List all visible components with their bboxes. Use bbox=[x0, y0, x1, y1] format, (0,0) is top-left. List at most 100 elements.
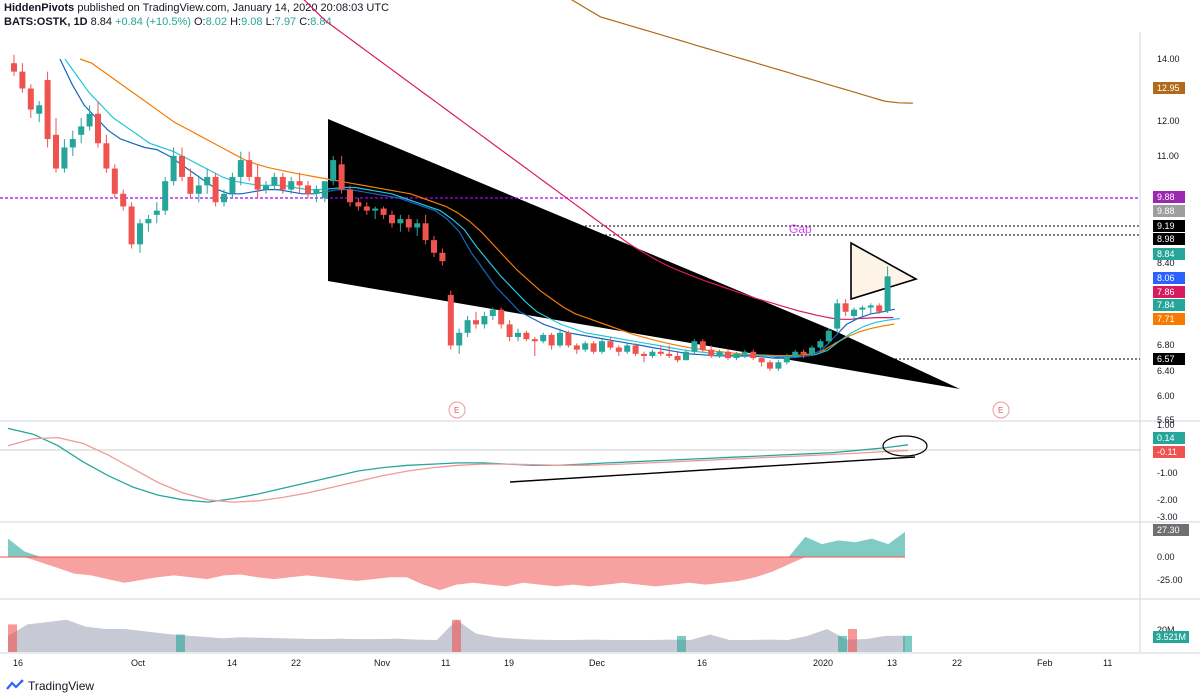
oscillator-line bbox=[7, 436, 909, 503]
candle-body bbox=[792, 351, 799, 356]
candle-body bbox=[338, 164, 345, 190]
price-badge-label: 9.19 bbox=[1157, 221, 1175, 231]
price-badge-label: 8.06 bbox=[1157, 273, 1175, 283]
candle-body bbox=[523, 332, 530, 340]
candle-body bbox=[851, 309, 857, 316]
candle-body bbox=[78, 126, 85, 135]
candle-body bbox=[716, 351, 723, 356]
candle-body bbox=[103, 143, 110, 169]
volume-bar bbox=[838, 635, 847, 652]
osc-badge-label: -0.11 bbox=[1157, 447, 1177, 457]
price-tick-label: 5.65 bbox=[1157, 415, 1175, 425]
momentum-positive-area bbox=[8, 531, 905, 557]
candle-body bbox=[229, 176, 236, 194]
candle-body bbox=[153, 210, 160, 215]
candle-body bbox=[867, 305, 874, 308]
candle-body bbox=[347, 189, 353, 203]
candle-body bbox=[397, 219, 404, 224]
high-label: H: bbox=[230, 16, 242, 28]
candle-body bbox=[842, 303, 849, 312]
candle-body bbox=[800, 351, 807, 354]
osc-badge bbox=[1153, 446, 1185, 458]
candle-body bbox=[515, 332, 521, 338]
ma-line bbox=[303, 0, 894, 320]
price-tick-label: 11.00 bbox=[1157, 151, 1179, 161]
price-badge bbox=[1153, 313, 1185, 325]
high-value: 9.08 bbox=[241, 16, 263, 28]
time-tick-label: 16 bbox=[13, 658, 23, 668]
trendline bbox=[509, 456, 916, 483]
price-badge-label: 8.98 bbox=[1157, 234, 1175, 244]
time-tick-label: 19 bbox=[504, 658, 514, 668]
candle-body bbox=[691, 341, 698, 352]
candle-body bbox=[649, 351, 656, 356]
candle-body bbox=[44, 80, 51, 140]
osc-tick-label: 1.00 bbox=[1157, 420, 1175, 430]
chart-header: HiddenPivots published on TradingView.co… bbox=[0, 0, 1200, 32]
candle-body bbox=[817, 341, 824, 348]
earnings-label: E bbox=[998, 406, 1003, 415]
candle-body bbox=[380, 208, 387, 215]
price-badge bbox=[1153, 286, 1185, 298]
candle-body bbox=[111, 168, 118, 194]
osc-tick-label: -1.00 bbox=[1157, 468, 1178, 478]
price-badge-label: 9.88 bbox=[1157, 192, 1175, 202]
publish-info: HiddenPivots published on TradingView.co… bbox=[4, 2, 389, 14]
candle-body bbox=[489, 309, 496, 316]
time-tick-label: 14 bbox=[227, 658, 237, 668]
price-tick-label: 6.80 bbox=[1157, 340, 1175, 350]
price-badge-label: 7.86 bbox=[1157, 287, 1175, 297]
candle-body bbox=[355, 202, 362, 207]
candle-body bbox=[767, 362, 773, 369]
price-change: +0.84 (+10.5%) bbox=[115, 16, 191, 28]
candle-body bbox=[296, 181, 303, 186]
publisher-name[interactable]: HiddenPivots bbox=[4, 2, 75, 14]
time-tick-label: 11 bbox=[1103, 658, 1112, 668]
candle-body bbox=[582, 343, 589, 350]
candle-body bbox=[187, 176, 194, 194]
candle-body bbox=[263, 185, 269, 190]
candle-body bbox=[170, 155, 177, 182]
momentum-badge bbox=[1153, 524, 1189, 536]
volume-bar bbox=[848, 629, 857, 652]
volume-badge bbox=[1153, 631, 1189, 643]
candle-body bbox=[683, 351, 689, 361]
candle-body bbox=[699, 341, 706, 350]
time-tick-label: Nov bbox=[374, 658, 391, 668]
candle-body bbox=[473, 320, 479, 325]
candle-body bbox=[279, 176, 286, 190]
candle-body bbox=[195, 185, 202, 194]
chart-canvas[interactable]: Gap E E 14.00 12.00 11.00 8.40 6.80 6.40 6.00 5.65… bbox=[0, 0, 1200, 676]
candle-body bbox=[363, 206, 370, 211]
symbol-name[interactable]: BATS:OSTK, 1D bbox=[4, 16, 88, 28]
time-tick-label: 22 bbox=[291, 658, 301, 668]
candle-body bbox=[733, 353, 740, 359]
candle-body bbox=[557, 332, 563, 346]
price-badge-label: 9.88 bbox=[1157, 206, 1175, 216]
gap-label: Gap bbox=[789, 222, 812, 236]
candle-body bbox=[321, 181, 328, 199]
price-badge bbox=[1153, 205, 1185, 217]
candle-body bbox=[657, 351, 664, 354]
candle-body bbox=[624, 345, 631, 352]
low-value: 7.97 bbox=[274, 16, 297, 28]
tradingview-brand[interactable]: TradingView bbox=[6, 679, 94, 693]
published-text: published on TradingView.com, January 14… bbox=[77, 2, 390, 14]
time-tick-label: 2020 bbox=[813, 658, 833, 668]
candle-body bbox=[775, 362, 782, 369]
candle-body bbox=[305, 185, 311, 194]
price-tick-label: 14.00 bbox=[1157, 54, 1180, 64]
candle-body bbox=[666, 353, 673, 356]
price-badge-label: 7.71 bbox=[1157, 314, 1175, 324]
price-badge bbox=[1153, 299, 1185, 311]
volume-bar bbox=[452, 619, 461, 652]
candle-body bbox=[859, 307, 866, 310]
candle-body bbox=[11, 63, 17, 72]
candle-body bbox=[95, 113, 101, 144]
candle-body bbox=[237, 160, 244, 177]
price-tick-label: 6.00 bbox=[1157, 391, 1175, 401]
candle-body bbox=[750, 351, 757, 359]
candle-body bbox=[506, 324, 513, 338]
candle-body bbox=[464, 320, 471, 333]
falling-wedge bbox=[328, 119, 960, 389]
